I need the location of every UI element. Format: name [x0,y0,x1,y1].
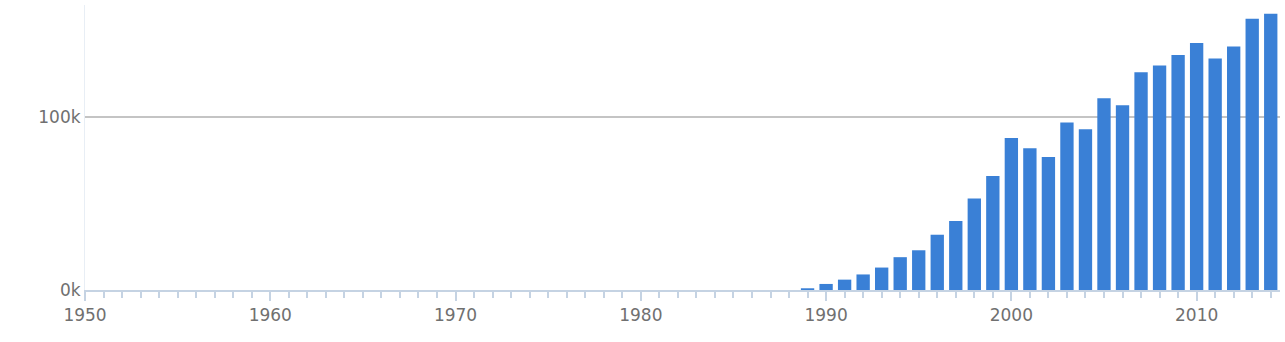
svg-text:0k: 0k [60,280,81,300]
svg-text:1980: 1980 [619,305,662,325]
svg-text:2000: 2000 [990,305,1033,325]
svg-text:100k: 100k [38,107,80,127]
svg-text:1970: 1970 [434,305,477,325]
svg-text:2010: 2010 [1175,305,1218,325]
svg-text:1950: 1950 [63,305,106,325]
svg-text:1990: 1990 [804,305,847,325]
svg-text:1960: 1960 [249,305,292,325]
